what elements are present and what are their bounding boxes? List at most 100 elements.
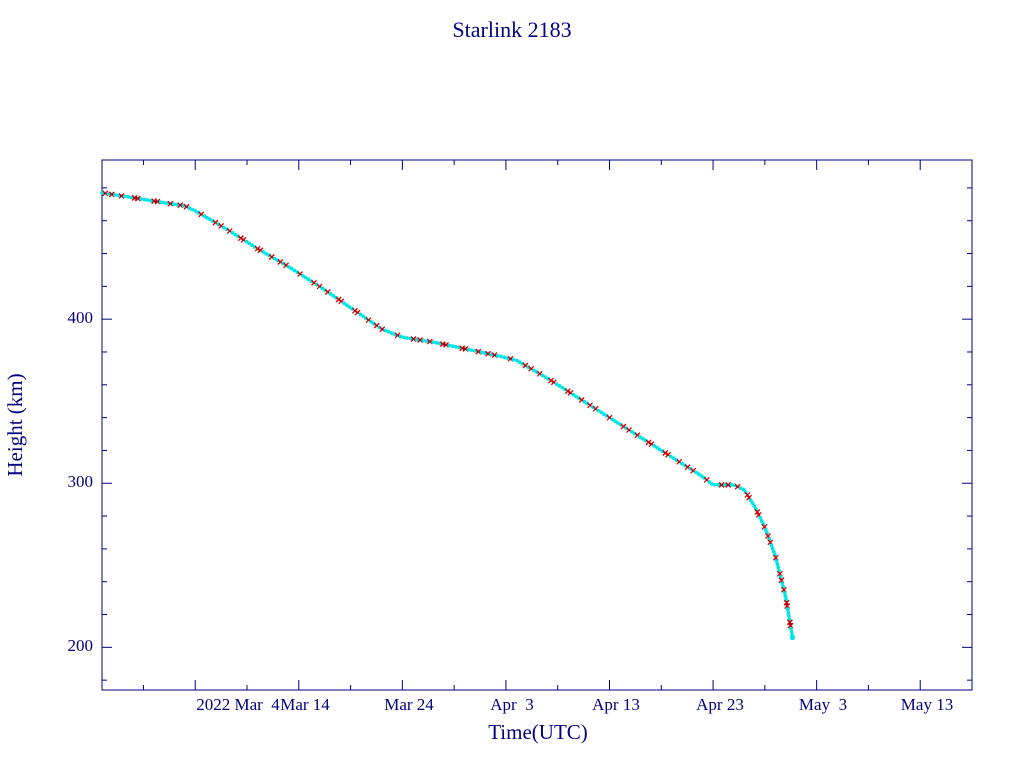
obs-marker-cyan (752, 504, 757, 508)
obs-marker-cyan (776, 565, 781, 570)
obs-marker-cyan (738, 486, 743, 491)
obs-marker-cyan (789, 626, 793, 631)
obs-marker-cyan (190, 207, 195, 212)
x-tick-label: May 3 (799, 695, 847, 714)
obs-marker-cyan (187, 206, 192, 211)
obs-marker-cyan (780, 581, 785, 586)
obs-marker-cyan (543, 375, 548, 379)
obs-marker-cyan (450, 344, 455, 349)
obs-marker-red (550, 379, 557, 386)
obs-marker-red (528, 365, 535, 372)
obs-marker-cyan (389, 331, 394, 335)
obs-marker-red (240, 236, 247, 243)
obs-marker-cyan (574, 394, 578, 399)
obs-marker-cyan (386, 329, 391, 334)
obs-marker-red (311, 279, 317, 286)
obs-marker-cyan (230, 230, 235, 235)
obs-marker-red (254, 245, 261, 252)
obs-marker-red (662, 450, 669, 456)
obs-marker-cyan (447, 343, 452, 348)
obs-marker-cyan (193, 209, 198, 213)
obs-marker-cyan (694, 470, 698, 475)
obs-marker-red (212, 219, 219, 226)
obs-marker-red (665, 451, 672, 458)
obs-marker-red (767, 539, 774, 546)
obs-marker-cyan (499, 354, 503, 359)
obs-marker-red (765, 533, 771, 540)
obs-marker-red (761, 523, 768, 530)
obs-marker-cyan (453, 344, 458, 349)
obs-marker-red (297, 271, 304, 277)
obs-marker-cyan (361, 314, 365, 319)
obs-marker-cyan (207, 217, 212, 222)
series-line (101, 192, 794, 638)
obs-marker-cyan (511, 357, 516, 362)
obs-marker-cyan (699, 474, 704, 478)
obs-marker-cyan (641, 437, 645, 441)
x-tick-label: Mar 24 (384, 695, 434, 714)
obs-marker-cyan (301, 273, 305, 278)
y-tick-labels: 200 300 400 (68, 308, 94, 655)
obs-marker-red (167, 200, 174, 207)
obs-marker-red (754, 509, 761, 515)
obs-marker-red (536, 370, 543, 377)
obs-marker-red (734, 483, 741, 490)
obs-marker-cyan (769, 543, 774, 548)
obs-marker-red (218, 222, 225, 229)
obs-marker-red (462, 345, 469, 352)
obs-marker-cyan (517, 360, 522, 365)
obs-marker-red (118, 192, 125, 199)
obs-marker-red (567, 389, 574, 396)
obs-marker-red (108, 191, 115, 198)
y-tick-label: 400 (68, 308, 94, 327)
obs-marker-cyan (421, 338, 426, 343)
x-tick-label: Apr 13 (592, 695, 640, 714)
chart-title: Starlink 2183 (452, 17, 571, 42)
obs-marker-cyan (786, 610, 791, 615)
obs-marker-cyan (113, 193, 117, 197)
obs-marker-red (237, 235, 244, 242)
obs-marker-red (417, 337, 424, 343)
obs-marker-red (676, 458, 683, 465)
obs-marker-cyan (126, 195, 130, 199)
x-tick-label: Mar 14 (280, 695, 330, 714)
obs-marker-red (648, 441, 655, 448)
axis-ticks (102, 160, 973, 690)
obs-marker-cyan (789, 630, 794, 634)
obs-marker-red (725, 481, 732, 488)
obs-marker-cyan (680, 461, 684, 466)
obs-marker-cyan (515, 358, 519, 363)
obs-marker-cyan (328, 292, 333, 296)
obs-marker-red (354, 309, 361, 316)
obs-marker-red (690, 467, 697, 474)
obs-marker-cyan (785, 607, 790, 612)
obs-marker-cyan (233, 232, 238, 237)
obs-marker-cyan (652, 444, 657, 448)
obs-marker-red (620, 423, 627, 430)
obs-marker-cyan (596, 408, 601, 413)
obs-marker-red (485, 350, 491, 357)
obs-marker-red (718, 481, 725, 488)
obs-marker-cyan (763, 528, 768, 532)
obs-marker-red (154, 198, 161, 205)
obs-marker-cyan (347, 305, 352, 309)
obs-marker-cyan (250, 243, 254, 248)
obs-marker-cyan (540, 373, 545, 378)
obs-marker-cyan (782, 591, 787, 595)
obs-marker-cyan (502, 355, 506, 360)
obs-marker-red (277, 259, 284, 265)
obs-marker-red (772, 554, 779, 561)
obs-marker-red (578, 397, 585, 403)
obs-marker-red (784, 603, 791, 609)
obs-marker-cyan (696, 472, 701, 477)
obs-marker-cyan (571, 392, 576, 397)
obs-marker-cyan (320, 286, 325, 291)
obs-marker-cyan (582, 399, 587, 404)
obs-marker-red (744, 491, 751, 498)
x-axis-label: Time(UTC) (488, 720, 588, 744)
obs-marker-red (787, 622, 794, 629)
obs-marker-red (548, 377, 554, 384)
obs-marker-cyan (532, 368, 536, 373)
obs-marker-red (592, 405, 599, 412)
